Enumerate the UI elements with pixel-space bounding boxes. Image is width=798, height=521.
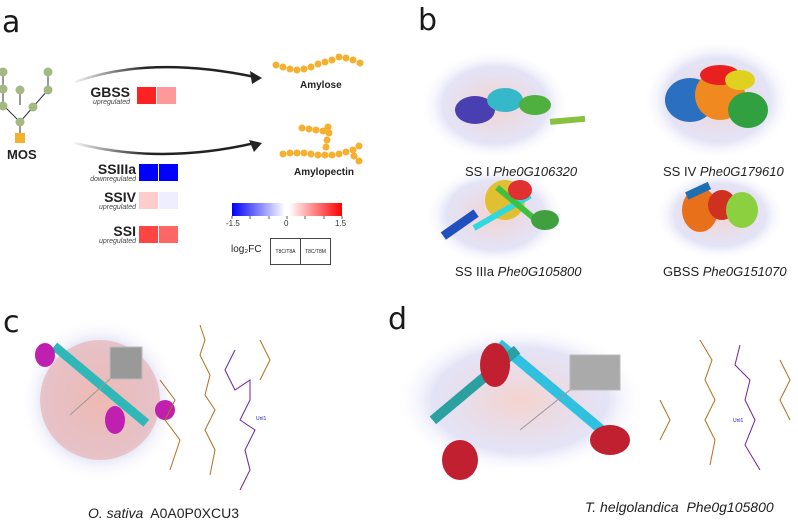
heatmap-cell bbox=[139, 164, 158, 181]
structure-gbss bbox=[655, 170, 785, 260]
docking-structures bbox=[20, 318, 791, 491]
caption-thelgolandica: T. helgolandica Phe0g105800 bbox=[585, 499, 774, 515]
legend-col-1: T8C/T8A bbox=[271, 239, 301, 264]
caption-gbss: GBSS Phe0G151070 bbox=[663, 264, 787, 279]
structure-ss4 bbox=[643, 40, 793, 160]
gene-name: SSI bbox=[113, 223, 136, 239]
heatmap-cell bbox=[139, 226, 158, 243]
ligand-label-d: Unl1 bbox=[733, 418, 744, 424]
glucose-nodes bbox=[0, 67, 53, 127]
colorbar-min: -1.5 bbox=[226, 219, 240, 228]
structure-thelgolandica bbox=[395, 325, 645, 480]
structure-osativa bbox=[20, 318, 180, 482]
regulation-label: upregulated bbox=[99, 238, 136, 245]
colorbar-max: 1.5 bbox=[335, 219, 347, 228]
ligplot-c bbox=[159, 324, 271, 491]
legend-col-2: T8C/T8M bbox=[305, 248, 326, 255]
gene-name: GBSS bbox=[90, 84, 130, 100]
regulation-label: upregulated bbox=[93, 99, 130, 106]
amylose-label: Amylose bbox=[300, 80, 342, 91]
heatmap-cell bbox=[158, 192, 178, 209]
caption-ss3a: SS IIIa Phe0G105800 bbox=[455, 264, 582, 279]
heatmap-row bbox=[137, 87, 176, 104]
gene-label: SSIV upregulated bbox=[88, 190, 136, 211]
regulation-label: downregulated bbox=[90, 176, 136, 183]
amylose-chain bbox=[272, 53, 364, 74]
colorbar-mid: 0 bbox=[284, 219, 289, 228]
heatmap-cell bbox=[158, 226, 178, 243]
structure-ss1 bbox=[420, 50, 586, 160]
gene-label: SSIIIa downregulated bbox=[88, 162, 136, 183]
panel-d-label: d bbox=[388, 302, 408, 337]
colorbar bbox=[232, 203, 342, 216]
panel-a-label: a bbox=[2, 5, 21, 40]
mos-label: MOS bbox=[7, 147, 37, 162]
mos-tree-diagram bbox=[0, 67, 53, 143]
panel-c-label: c bbox=[3, 305, 20, 340]
structure-ss3a bbox=[425, 165, 565, 265]
pathway-arrows bbox=[74, 53, 364, 165]
comparison-legend: T8C/T8A T8C/T8M bbox=[270, 238, 331, 265]
heatmap-cell bbox=[139, 192, 158, 209]
regulation-label: upregulated bbox=[99, 204, 136, 211]
protein-structures-b bbox=[420, 40, 793, 265]
ligplot-d bbox=[659, 339, 791, 471]
heatmap-cell bbox=[137, 87, 156, 104]
heatmap-row bbox=[139, 192, 178, 209]
heatmap-cell bbox=[156, 87, 176, 104]
colorbar-ticks bbox=[231, 216, 343, 219]
gene-label: SSI upregulated bbox=[88, 224, 136, 245]
caption-ss4: SS IV Phe0G179610 bbox=[663, 164, 784, 179]
amylopectin-label: Amylopectin bbox=[294, 167, 355, 178]
panel-b-label: b bbox=[418, 3, 438, 38]
root-node bbox=[15, 133, 25, 143]
arrow-to-amylopectin bbox=[74, 141, 256, 156]
gene-label: GBSS upregulated bbox=[82, 85, 130, 106]
caption-osativa: O. sativa A0A0P0XCU3 bbox=[88, 505, 239, 521]
caption-ss1: SS I Phe0G106320 bbox=[465, 164, 578, 179]
heatmap-row bbox=[139, 226, 178, 243]
arrow-to-amylose bbox=[74, 65, 256, 84]
log2fc-label: log₂FC bbox=[231, 244, 262, 255]
heatmap-cell bbox=[158, 164, 178, 181]
ligand-label-c: Unl1 bbox=[256, 416, 267, 422]
gene-name: SSIV bbox=[104, 189, 136, 205]
heatmap-row bbox=[139, 164, 178, 181]
gene-name: SSIIIa bbox=[97, 161, 136, 177]
amylopectin-chain bbox=[279, 123, 363, 165]
